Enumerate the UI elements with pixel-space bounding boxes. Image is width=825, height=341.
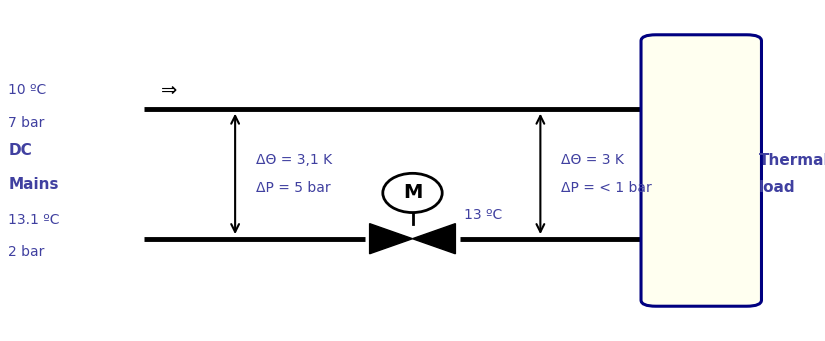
- Text: ΔΘ = 3,1 K: ΔΘ = 3,1 K: [256, 153, 332, 167]
- FancyBboxPatch shape: [641, 35, 761, 306]
- Text: 7 bar: 7 bar: [8, 116, 45, 130]
- Text: ΔP = 5 bar: ΔP = 5 bar: [256, 180, 330, 195]
- Text: DC: DC: [8, 143, 32, 158]
- Text: 13.1 ºC: 13.1 ºC: [8, 213, 59, 227]
- Text: 2 bar: 2 bar: [8, 245, 45, 260]
- Text: ΔΘ = 3 K: ΔΘ = 3 K: [561, 153, 624, 167]
- Text: Mains: Mains: [8, 177, 59, 192]
- Text: M: M: [403, 183, 422, 203]
- Text: ΔP = < 1 bar: ΔP = < 1 bar: [561, 180, 652, 195]
- Ellipse shape: [383, 173, 442, 212]
- Polygon shape: [412, 224, 455, 254]
- Text: 10 ºC: 10 ºC: [8, 83, 46, 98]
- Text: ⇒: ⇒: [161, 81, 177, 100]
- Text: 13 ºC: 13 ºC: [464, 208, 502, 222]
- Text: load: load: [759, 180, 795, 195]
- Text: Thermal: Thermal: [759, 153, 825, 168]
- Polygon shape: [370, 224, 412, 254]
